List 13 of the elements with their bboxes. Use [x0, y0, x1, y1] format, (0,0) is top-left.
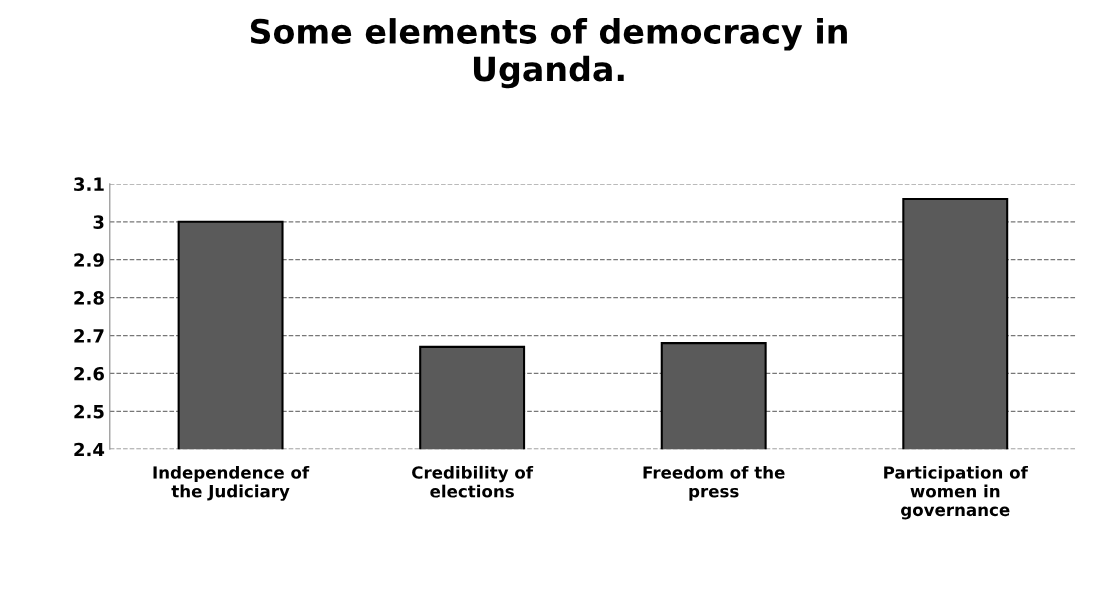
y-tick-label: 2.5: [74, 404, 104, 419]
y-tick-label: 3.1: [74, 177, 104, 192]
y-tick-label: 2.4: [74, 442, 105, 457]
x-tick-label: Participation of women in governance: [884, 465, 1028, 520]
chart-title: Some elements of democracy in Uganda.: [250, 18, 847, 89]
y-tick-label: 2.8: [74, 291, 104, 305]
x-tick-label: Freedom of the press: [643, 465, 785, 501]
y-tick-label: 2.9: [74, 253, 104, 267]
y-tick-label: 3: [93, 215, 104, 229]
y-tick-label: 2.7: [74, 328, 104, 343]
x-tick-label: Credibility of elections: [412, 465, 534, 498]
x-tick-label: Independence of the Judiciary: [153, 465, 310, 501]
y-tick-label: 2.6: [74, 366, 104, 381]
